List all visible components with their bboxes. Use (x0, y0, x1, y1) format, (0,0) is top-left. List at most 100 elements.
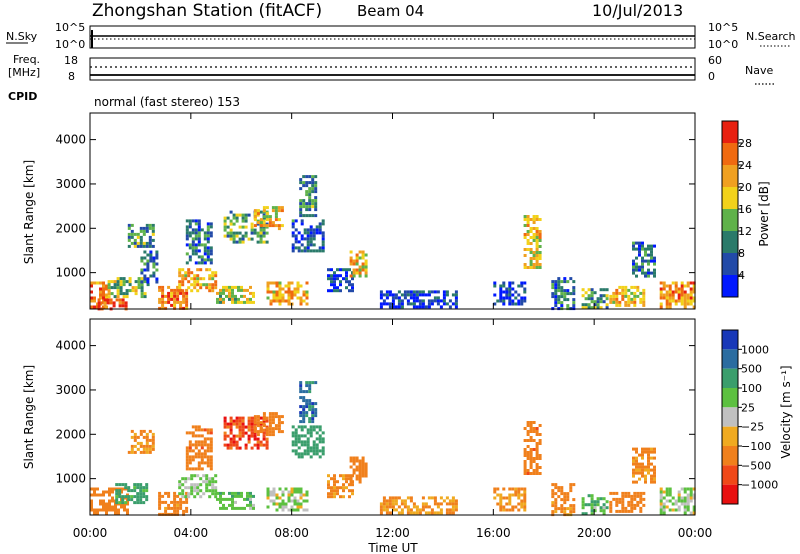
nsky-label: N.Sky (6, 30, 38, 43)
echo-cell (596, 306, 600, 310)
echo-cell (388, 496, 392, 500)
echo-cell (312, 452, 316, 456)
echo-cell (590, 306, 594, 310)
echo-cell (281, 293, 285, 297)
echo-cell (451, 502, 455, 506)
echo-cell (194, 237, 198, 241)
echo-cell (394, 296, 398, 300)
echo-cell (502, 281, 506, 285)
echo-cell (318, 231, 322, 235)
echo-cell (361, 471, 365, 475)
echo-cell (308, 402, 312, 406)
echo-cell (265, 427, 269, 431)
echo-cell (200, 258, 204, 262)
echo-cell (627, 494, 631, 498)
echo-cell (250, 431, 254, 435)
echo-cell (146, 268, 150, 272)
echo-cell (602, 300, 606, 304)
echo-cell (639, 506, 643, 510)
echo-cell (299, 211, 303, 215)
echo-cell (149, 256, 153, 260)
echo-cell (158, 288, 162, 292)
echo-cell (632, 447, 635, 451)
echo-cell (566, 298, 570, 302)
echo-cell (102, 490, 105, 494)
echo-cell (256, 443, 260, 447)
echo-cell (569, 510, 573, 514)
echo-cell (314, 208, 318, 212)
echo-cell (596, 503, 600, 507)
echo-cell (442, 499, 446, 503)
echo-cell (318, 449, 322, 453)
echo-cell (412, 511, 416, 515)
echo-cell (532, 257, 536, 260)
echo-cell (430, 299, 434, 303)
echo-cell (339, 280, 342, 284)
echo-cell (269, 290, 273, 294)
echo-cell (178, 286, 182, 290)
echo-cell (256, 212, 260, 216)
echo-cell (127, 235, 131, 239)
colorbar-swatch (722, 209, 738, 231)
echo-cell (278, 299, 282, 303)
echo-cell (644, 259, 647, 263)
echo-cell (330, 277, 333, 281)
echo-cell (107, 292, 111, 296)
echo-cell (621, 491, 625, 495)
echo-cell (275, 290, 279, 294)
echo-cell (116, 292, 120, 296)
echo-cell (312, 425, 316, 429)
echo-cell (226, 231, 230, 235)
echo-cell (190, 483, 194, 487)
echo-cell (327, 289, 330, 293)
echo-cell (102, 284, 105, 288)
echo-cell (203, 231, 207, 235)
echo-cell (587, 503, 591, 507)
echo-cell (124, 486, 128, 490)
echo-cell (309, 225, 313, 229)
echo-cell (520, 296, 524, 300)
echo-cell (241, 428, 245, 432)
echo-cell (102, 281, 105, 285)
echo-cell (262, 234, 266, 238)
echo-cell (103, 304, 107, 308)
echo-cell (683, 505, 687, 509)
echo-cell (572, 292, 576, 296)
echo-cell (563, 507, 567, 511)
x-tick-label: 04:00 (174, 526, 209, 540)
echo-cell (235, 446, 239, 450)
echo-cell (641, 247, 644, 251)
echo-cell (229, 234, 233, 238)
echo-cell (314, 214, 318, 218)
echo-cell (259, 234, 263, 238)
echo-cell (303, 246, 307, 250)
echo-cell (635, 468, 638, 472)
echo-cell (388, 511, 392, 515)
echo-cell (194, 452, 198, 456)
echo-cell (146, 259, 150, 263)
echo-cell (299, 496, 303, 500)
echo-cell (327, 483, 330, 487)
echo-cell (305, 414, 309, 418)
echo-cell (231, 288, 234, 292)
echo-cell (659, 493, 663, 497)
echo-cell (560, 301, 564, 305)
echo-cell (569, 507, 573, 511)
echo-cell (424, 511, 428, 515)
echo-cell (523, 499, 527, 503)
echo-region (523, 215, 542, 269)
echo-cell (314, 411, 318, 415)
echo-cell (211, 274, 215, 278)
echo-cell (143, 250, 147, 254)
echo-cell (554, 304, 558, 308)
echo-cell (605, 500, 609, 504)
echo-cell (659, 496, 663, 500)
echo-cell (668, 293, 672, 297)
echo-cell (241, 240, 245, 244)
echo-cell (269, 490, 273, 494)
echo-cell (181, 268, 185, 272)
echo-cell (415, 293, 419, 297)
echo-cell (219, 500, 222, 504)
echo-cell (523, 487, 527, 491)
echo-cell (280, 209, 284, 213)
